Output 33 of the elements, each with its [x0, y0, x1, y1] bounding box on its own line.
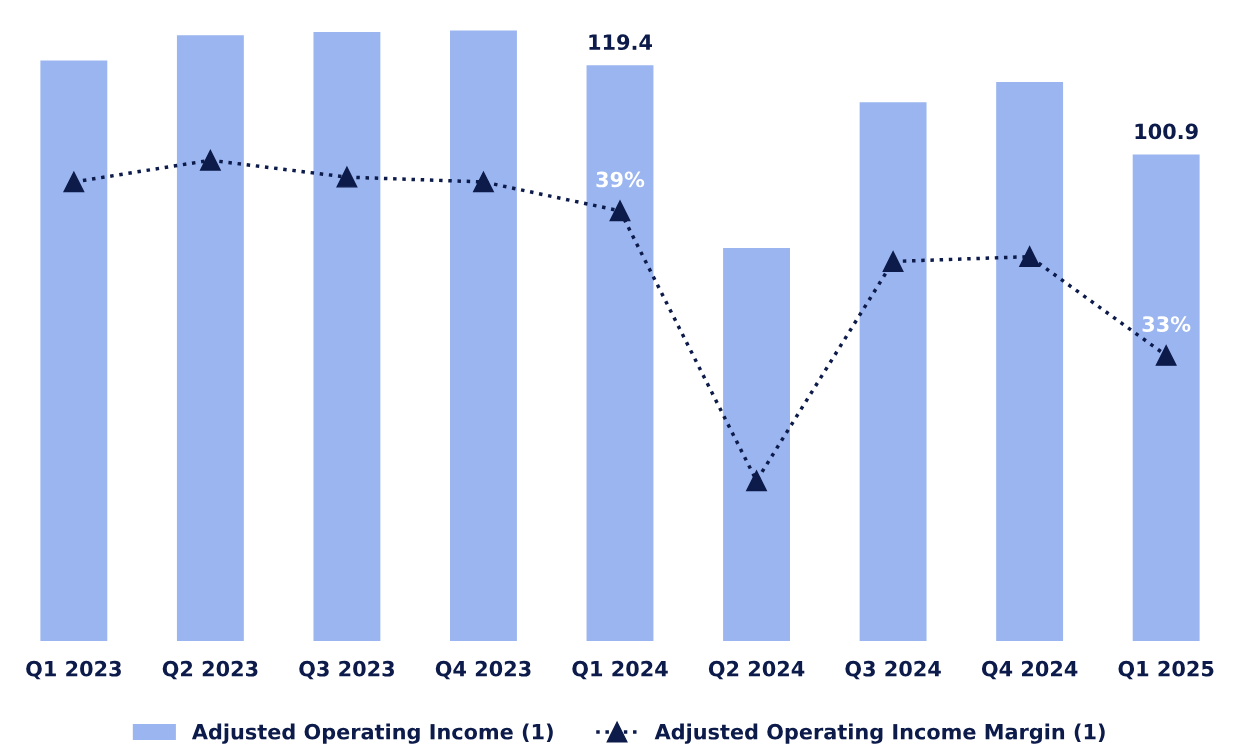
x-tick-label: Q3 2023 [299, 660, 394, 680]
bar [1132, 154, 1200, 641]
point [882, 251, 904, 272]
bar [723, 248, 790, 641]
point [1155, 345, 1177, 366]
legend-label: Adjusted Operating Income (1) [191, 723, 553, 744]
legend-label: Adjusted Operating Income Margin (1) [654, 723, 1105, 744]
x-tick-label: Q4 2024 [981, 660, 1078, 680]
x-tick-label: Q1 2024 [572, 660, 668, 680]
x-tick-label: Q2 2024 [708, 660, 805, 680]
bar [996, 82, 1064, 641]
bar [450, 30, 517, 641]
point [199, 149, 221, 171]
point [336, 166, 358, 188]
x-tick-label: Q3 2024 [845, 660, 941, 680]
x-tick-label: Q1 2023 [26, 660, 121, 680]
point [63, 171, 85, 193]
data-label: 119.4 [589, 34, 652, 51]
data-label: 100.9 [1135, 123, 1198, 140]
x-tick-label: Q4 2023 [435, 660, 531, 680]
data-label: 39% [596, 171, 645, 188]
point [1019, 246, 1041, 268]
point [609, 200, 631, 222]
point [746, 470, 767, 492]
bar [586, 65, 654, 641]
x-tick-label: Q2 2023 [162, 660, 258, 680]
bar [859, 102, 927, 641]
x-tick-label: Q1 2025 [1118, 660, 1214, 680]
bar [313, 31, 381, 641]
bar [40, 60, 108, 641]
data-label: 33% [1142, 316, 1191, 332]
bar [176, 35, 244, 641]
point [473, 171, 494, 193]
